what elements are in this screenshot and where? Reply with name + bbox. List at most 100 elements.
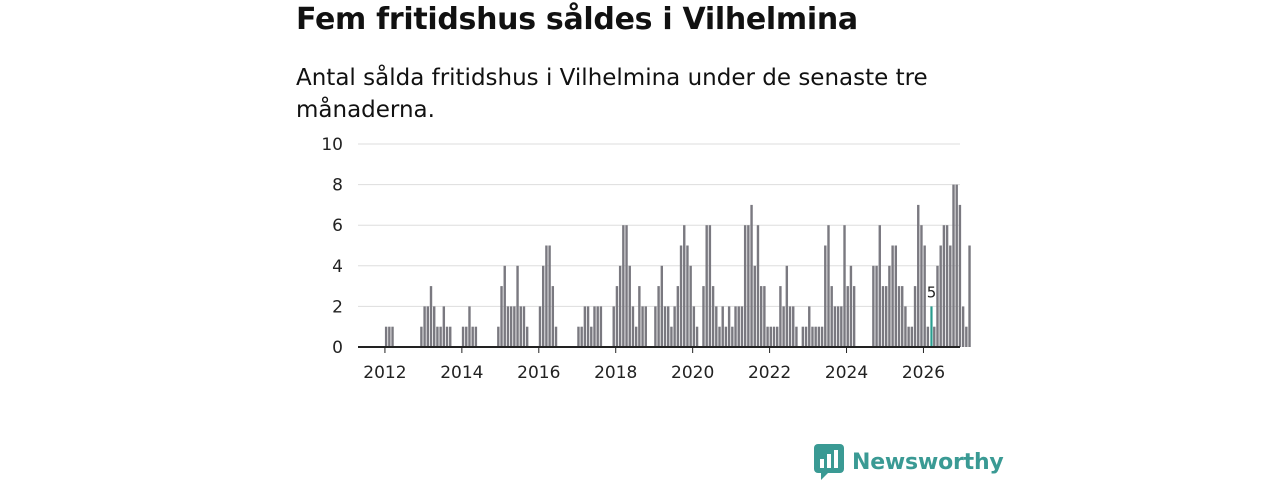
bar [945,225,949,347]
bar [721,306,724,347]
bar [429,286,433,347]
bar [727,306,731,347]
bar [785,265,789,347]
y-tick-label: 4 [332,257,343,277]
bar [641,306,644,347]
bar [923,245,926,347]
bar [788,306,792,347]
bar [792,306,795,347]
x-tick-label: 2024 [825,363,868,383]
bar [583,306,587,347]
highlight-value-label: 5 [927,283,937,301]
bar [670,326,673,347]
bar [465,326,468,347]
bar [500,286,503,347]
bar [497,326,500,347]
bar [391,326,394,347]
bar [638,286,641,347]
bar [509,306,513,347]
bar [843,225,846,347]
bar [384,326,388,347]
bar [846,286,849,347]
bar [827,225,830,347]
bar [433,306,436,347]
bar [545,245,548,347]
bar [820,326,824,347]
bar [442,306,446,347]
bar [445,326,449,347]
bar [875,265,878,347]
bar [808,306,811,347]
bar [683,225,686,347]
bar [705,225,708,347]
bar [388,326,391,347]
bar [804,326,808,347]
x-tick-label: 2016 [517,363,560,383]
bar [801,326,805,347]
bar [942,225,946,347]
bar [663,306,667,347]
bar [795,326,798,347]
bar [949,245,952,347]
bar [936,265,939,347]
bar [872,265,875,347]
bar [657,286,660,347]
bar [679,245,683,347]
bar [426,306,430,347]
bar [763,286,766,347]
bar [913,286,917,347]
bar [961,306,965,347]
bar [836,306,840,347]
bar [622,225,625,347]
bar [436,326,439,347]
bar [747,225,750,347]
bar [766,326,769,347]
bar [824,245,827,347]
bar [692,306,696,347]
bar [740,306,744,347]
bar [881,286,885,347]
gridlines [358,143,960,307]
y-tick-label: 0 [332,338,343,358]
bar [631,306,635,347]
bar [779,286,782,347]
y-axis-ticks: 0 2 4 6 8 10 [321,135,343,358]
bar [689,265,692,347]
bar [920,225,923,347]
bar [782,306,785,347]
bar [676,286,680,347]
bar [817,326,821,347]
bar [933,326,936,347]
value-labels: 5 [927,283,937,301]
bar [759,286,763,347]
bar [660,265,664,347]
bar [519,306,522,347]
bar-highlight [930,306,933,347]
newsworthy-logo-icon [814,444,844,480]
bar [814,326,817,347]
bar [593,306,596,347]
chart-title: Fem fritidshus såldes i Vilhelmina [296,2,858,37]
x-tick-label: 2014 [440,363,483,383]
bar [894,245,898,347]
bar [878,225,881,347]
bar [461,326,465,347]
bar [849,265,853,347]
bar [884,286,888,347]
bar [695,326,699,347]
bar [731,326,734,347]
bar [654,306,657,347]
bar [538,306,542,347]
bar [743,225,747,347]
bar [750,204,753,347]
brand-logo: Newsworthy [814,444,1004,480]
x-tick-label: 2012 [363,363,406,383]
bar [586,306,590,347]
bar [753,265,756,347]
bar [904,306,907,347]
bar [897,286,901,347]
x-axis-ticks: 2012 2014 2016 2018 2020 2022 2024 2026 [363,347,945,383]
bar [891,245,894,347]
bar [715,306,718,347]
